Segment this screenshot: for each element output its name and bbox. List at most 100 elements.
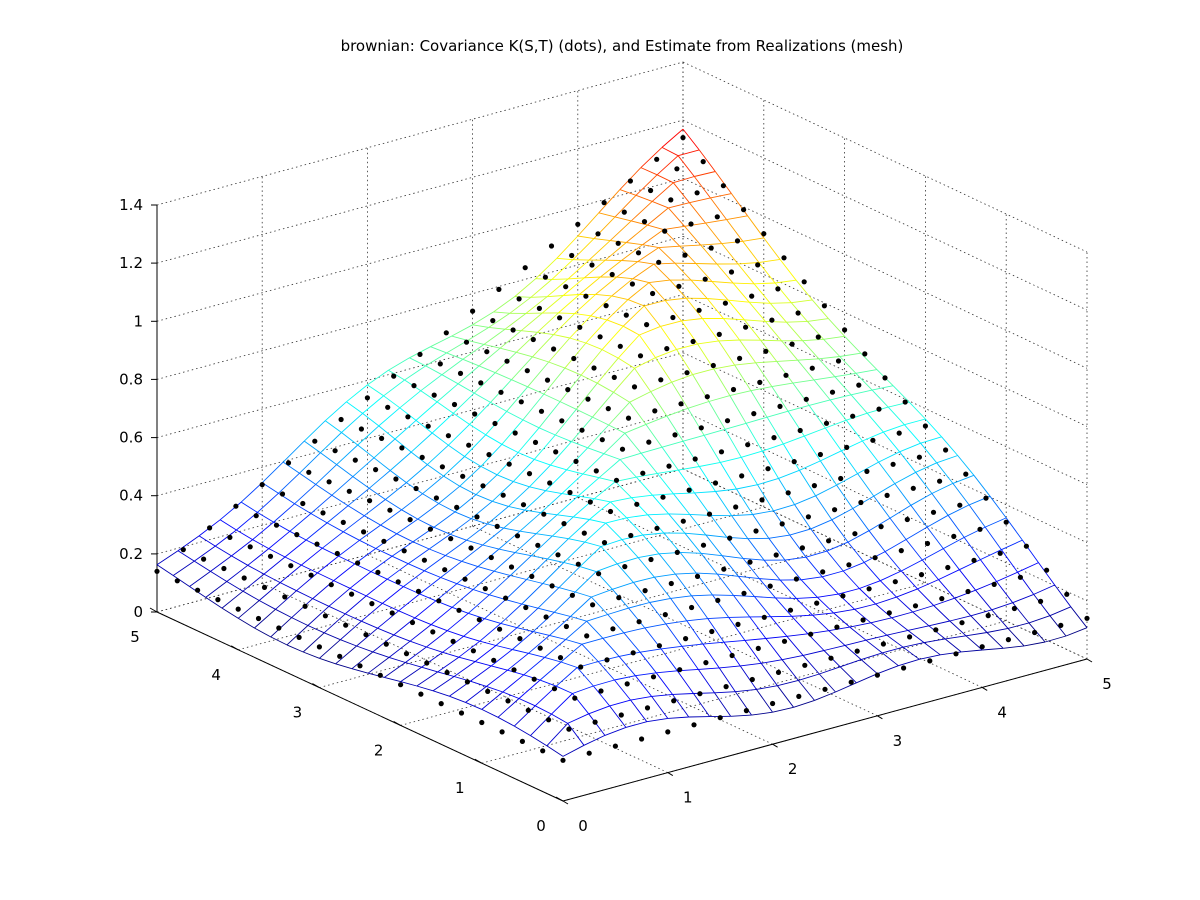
mesh-segment bbox=[701, 552, 723, 557]
mesh-segment bbox=[933, 605, 951, 622]
covariance-dot bbox=[876, 406, 882, 412]
mesh-segment bbox=[368, 487, 386, 500]
covariance-dot bbox=[930, 509, 937, 515]
mesh-segment bbox=[523, 657, 545, 676]
covariance-dot bbox=[627, 178, 634, 184]
covariance-dot bbox=[802, 662, 808, 668]
mesh-segment bbox=[787, 404, 810, 412]
mesh-segment bbox=[720, 456, 742, 463]
covariance-dot bbox=[965, 588, 971, 595]
mesh-segment bbox=[828, 630, 846, 646]
covariance-dot bbox=[686, 487, 692, 493]
covariance-dot bbox=[503, 595, 509, 601]
mesh-segment bbox=[325, 420, 342, 433]
mesh-segment bbox=[399, 390, 422, 409]
mesh-segment bbox=[754, 282, 776, 285]
mesh-segment bbox=[766, 416, 784, 445]
mesh-segment bbox=[681, 318, 703, 322]
mesh-segment bbox=[419, 577, 441, 595]
mesh-segment bbox=[541, 295, 564, 314]
mesh-segment bbox=[665, 623, 683, 647]
mesh-segment bbox=[320, 432, 342, 454]
mesh-segment bbox=[361, 603, 383, 622]
mesh-segment bbox=[954, 589, 976, 599]
mesh-segment bbox=[805, 550, 828, 558]
covariance-dot bbox=[463, 339, 470, 345]
covariance-dot bbox=[918, 572, 925, 578]
mesh-segment bbox=[682, 128, 700, 151]
covariance-dot bbox=[500, 492, 506, 498]
mesh-segment bbox=[747, 215, 765, 239]
mesh-segment bbox=[818, 673, 836, 693]
mesh-segment bbox=[870, 617, 892, 624]
grid-line bbox=[367, 554, 773, 745]
mesh-segment bbox=[910, 505, 928, 528]
mesh-segment bbox=[247, 548, 270, 566]
covariance-dot bbox=[890, 461, 896, 467]
mesh-segment bbox=[910, 493, 933, 506]
mesh-segment bbox=[691, 595, 709, 619]
mesh-segment bbox=[710, 515, 728, 538]
covariance-dot bbox=[668, 197, 674, 203]
mesh-segment bbox=[802, 655, 820, 675]
mesh-segment bbox=[856, 673, 878, 684]
covariance-dot bbox=[939, 596, 945, 602]
x-tick-label: 0 bbox=[578, 817, 588, 835]
mesh-segment bbox=[507, 669, 524, 676]
mesh-segment bbox=[443, 456, 465, 477]
mesh-segment bbox=[936, 455, 958, 464]
covariance-dot bbox=[779, 521, 785, 527]
y-tick-label: 1 bbox=[455, 779, 465, 797]
covariance-dot bbox=[557, 655, 564, 661]
mesh-segment bbox=[822, 570, 844, 578]
mesh-segment bbox=[818, 358, 836, 378]
mesh-segment bbox=[606, 299, 629, 321]
mesh-segment bbox=[547, 538, 569, 560]
covariance-dot bbox=[660, 494, 666, 500]
mesh-segment bbox=[611, 295, 629, 301]
mesh-segment bbox=[431, 412, 454, 434]
mesh-segment bbox=[496, 474, 514, 483]
mesh-segment bbox=[794, 495, 816, 506]
mesh-segment bbox=[679, 245, 697, 264]
mesh-segment bbox=[432, 690, 450, 697]
mesh-segment bbox=[551, 259, 574, 280]
covariance-dot bbox=[201, 556, 207, 562]
mesh-segment bbox=[532, 611, 555, 632]
mesh-segment bbox=[862, 431, 884, 442]
mesh-segment bbox=[736, 488, 754, 515]
mesh-segment bbox=[711, 281, 729, 301]
mesh-segment bbox=[739, 339, 757, 364]
mesh-segment bbox=[457, 383, 475, 394]
covariance-dot bbox=[618, 712, 624, 718]
mesh-segment bbox=[753, 283, 771, 304]
mesh-segment bbox=[590, 315, 608, 321]
covariance-dot bbox=[680, 135, 686, 141]
mesh-segment bbox=[760, 339, 778, 362]
mesh-segment bbox=[839, 666, 857, 684]
mesh-segment bbox=[521, 330, 538, 333]
mesh-segment bbox=[600, 260, 622, 278]
mesh-segment bbox=[834, 372, 856, 378]
mesh-segment bbox=[493, 296, 515, 313]
covariance-dot bbox=[484, 349, 490, 355]
mesh-segment bbox=[949, 615, 971, 622]
covariance-dot bbox=[882, 375, 888, 381]
mesh-segment bbox=[598, 189, 621, 214]
mesh-segment bbox=[936, 462, 954, 484]
mesh-segment bbox=[556, 685, 573, 694]
mesh-segment bbox=[464, 456, 482, 467]
mesh-segment bbox=[480, 466, 498, 476]
covariance-dot bbox=[583, 293, 589, 299]
mesh-segment bbox=[877, 665, 899, 675]
mesh-segment bbox=[926, 514, 949, 528]
mesh-segment bbox=[254, 608, 276, 629]
covariance-dot bbox=[797, 427, 803, 434]
mesh-segment bbox=[417, 503, 440, 520]
y-tick-mark bbox=[149, 607, 158, 613]
mesh-segment bbox=[810, 528, 828, 552]
covariance-dot bbox=[479, 719, 485, 726]
mesh-segment bbox=[383, 379, 405, 397]
covariance-dot bbox=[499, 729, 505, 735]
covariance-dot bbox=[801, 279, 807, 285]
